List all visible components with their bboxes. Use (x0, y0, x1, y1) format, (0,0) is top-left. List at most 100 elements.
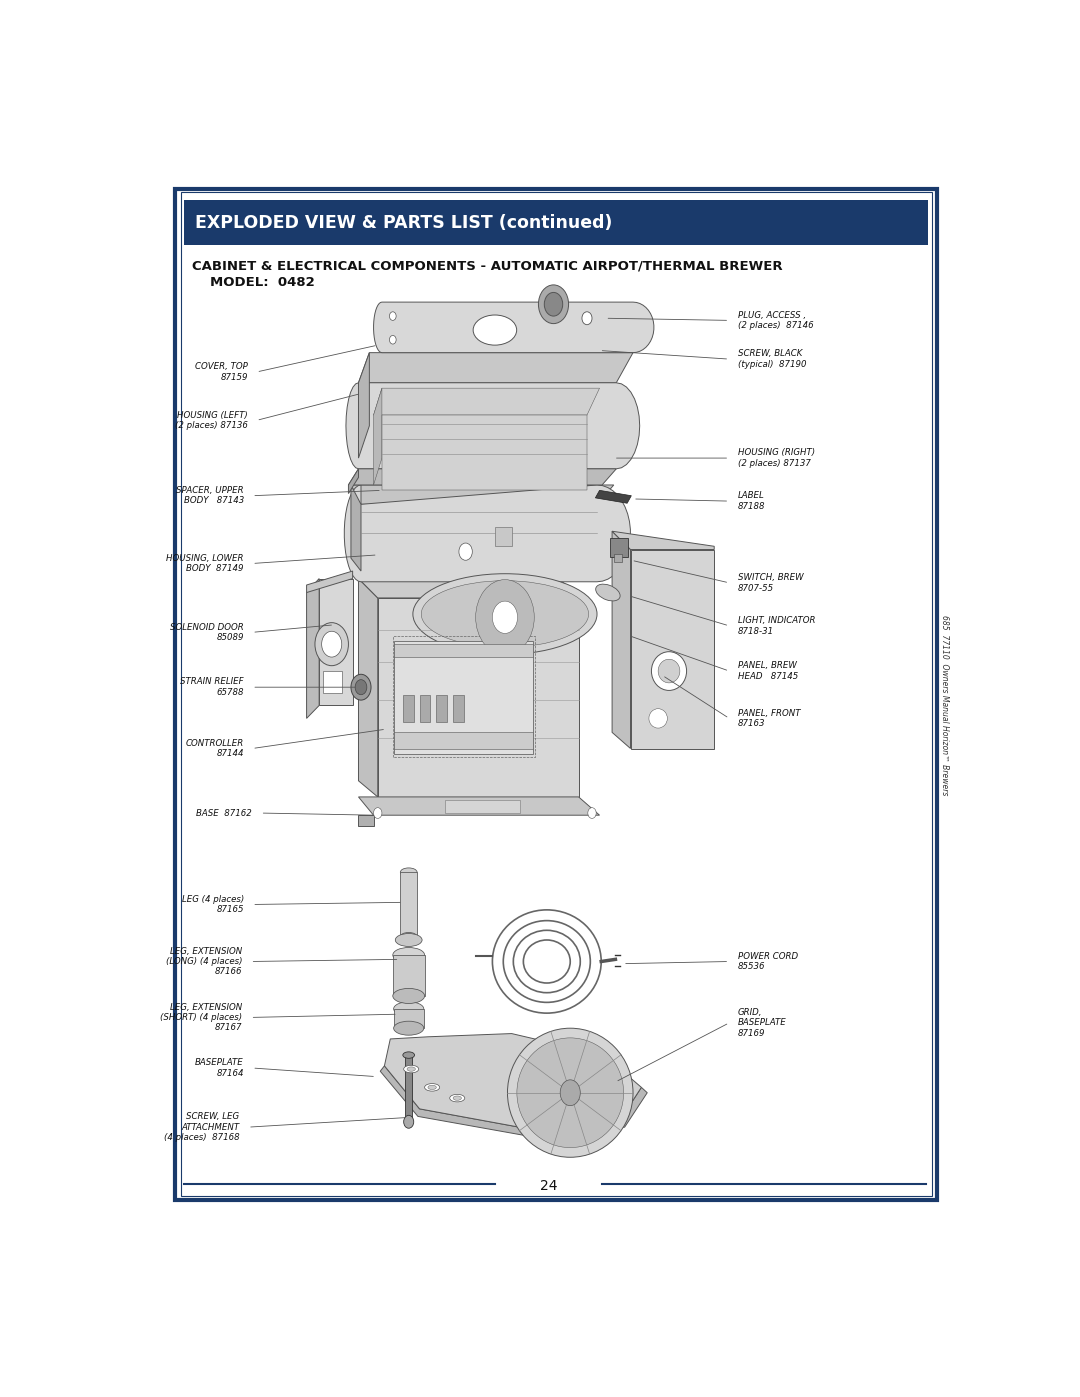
Text: BASE  87162: BASE 87162 (197, 809, 253, 817)
FancyBboxPatch shape (323, 671, 341, 693)
FancyBboxPatch shape (394, 641, 532, 754)
FancyBboxPatch shape (175, 189, 936, 1200)
Polygon shape (374, 302, 653, 352)
Ellipse shape (525, 1073, 540, 1080)
Polygon shape (612, 531, 631, 749)
Ellipse shape (517, 1038, 623, 1147)
Polygon shape (374, 388, 599, 415)
Circle shape (475, 580, 535, 655)
Circle shape (544, 292, 563, 316)
Text: POWER CORD
85536: POWER CORD 85536 (738, 951, 798, 971)
Circle shape (492, 601, 517, 633)
Ellipse shape (454, 1097, 461, 1101)
Polygon shape (359, 796, 599, 816)
Polygon shape (349, 469, 359, 493)
Ellipse shape (401, 868, 417, 876)
Polygon shape (351, 485, 361, 571)
Ellipse shape (649, 708, 667, 728)
Polygon shape (359, 816, 374, 826)
Ellipse shape (428, 1085, 436, 1090)
FancyBboxPatch shape (445, 800, 521, 813)
FancyBboxPatch shape (378, 598, 579, 796)
Ellipse shape (395, 933, 422, 946)
FancyBboxPatch shape (403, 694, 414, 722)
Circle shape (561, 1080, 580, 1105)
Text: LEG, EXTENSION
(LONG) (4 places)
87166: LEG, EXTENSION (LONG) (4 places) 87166 (165, 947, 242, 977)
Ellipse shape (393, 1021, 423, 1035)
Polygon shape (307, 571, 352, 592)
Circle shape (582, 312, 592, 324)
FancyBboxPatch shape (382, 415, 588, 490)
Text: BASEPLATE
87164: BASEPLATE 87164 (195, 1059, 244, 1077)
Polygon shape (384, 1034, 642, 1130)
Polygon shape (359, 578, 579, 598)
Circle shape (404, 1115, 414, 1129)
Text: PANEL, FRONT
87163: PANEL, FRONT 87163 (738, 708, 800, 728)
Polygon shape (349, 469, 617, 485)
Circle shape (351, 675, 372, 700)
Circle shape (374, 807, 382, 819)
Ellipse shape (424, 1084, 440, 1091)
Circle shape (315, 623, 349, 666)
Polygon shape (374, 388, 382, 485)
FancyBboxPatch shape (393, 1009, 423, 1028)
Polygon shape (345, 485, 631, 581)
FancyBboxPatch shape (495, 527, 512, 546)
Ellipse shape (651, 651, 687, 690)
Ellipse shape (596, 584, 620, 601)
Ellipse shape (401, 932, 417, 942)
Text: 24: 24 (540, 1179, 557, 1193)
FancyBboxPatch shape (401, 872, 417, 937)
Circle shape (539, 285, 568, 324)
Text: HOUSING, LOWER
BODY  87149: HOUSING, LOWER BODY 87149 (166, 553, 244, 573)
Text: SCREW, LEG
ATTACHMENT
(4 places)  87168: SCREW, LEG ATTACHMENT (4 places) 87168 (164, 1112, 240, 1143)
FancyBboxPatch shape (394, 644, 532, 657)
Circle shape (390, 335, 396, 344)
Text: PANEL, BREW
HEAD   87145: PANEL, BREW HEAD 87145 (738, 661, 798, 680)
Text: CABINET & ELECTRICAL COMPONENTS - AUTOMATIC AIRPOT/THERMAL BREWER: CABINET & ELECTRICAL COMPONENTS - AUTOMA… (192, 258, 783, 272)
FancyBboxPatch shape (394, 732, 532, 749)
Polygon shape (359, 578, 378, 796)
Polygon shape (359, 352, 633, 383)
Text: LIGHT, INDICATOR
8718-31: LIGHT, INDICATOR 8718-31 (738, 616, 815, 636)
Ellipse shape (403, 1052, 415, 1059)
Text: 685  77110  Owners Manual Horizon™ Brewers: 685 77110 Owners Manual Horizon™ Brewers (940, 615, 949, 796)
Text: LEG (4 places)
87165: LEG (4 places) 87165 (181, 895, 244, 914)
Ellipse shape (413, 574, 597, 654)
Text: SWITCH, BREW
8707-55: SWITCH, BREW 8707-55 (738, 573, 804, 592)
Ellipse shape (528, 1074, 537, 1078)
Polygon shape (612, 531, 714, 549)
Ellipse shape (407, 1067, 416, 1071)
FancyBboxPatch shape (613, 553, 622, 563)
Ellipse shape (658, 659, 680, 683)
Ellipse shape (393, 1002, 423, 1016)
Ellipse shape (404, 1066, 419, 1073)
Text: SOLENOID DOOR
85089: SOLENOID DOOR 85089 (170, 623, 244, 643)
Text: GRID,
BASEPLATE
87169: GRID, BASEPLATE 87169 (738, 1007, 786, 1038)
Text: PLUG, ACCESS ,
(2 places)  87146: PLUG, ACCESS , (2 places) 87146 (738, 310, 813, 330)
FancyBboxPatch shape (609, 538, 627, 557)
Circle shape (322, 631, 341, 657)
Ellipse shape (393, 989, 424, 1003)
Polygon shape (346, 383, 639, 469)
FancyBboxPatch shape (454, 694, 464, 722)
Circle shape (588, 807, 596, 819)
Circle shape (390, 312, 396, 320)
Text: SPACER, UPPER
BODY   87143: SPACER, UPPER BODY 87143 (176, 486, 244, 506)
Polygon shape (307, 578, 320, 718)
Text: CONTROLLER
87144: CONTROLLER 87144 (186, 739, 244, 759)
Ellipse shape (508, 1028, 633, 1157)
Text: SCREW, BLACK
(typical)  87190: SCREW, BLACK (typical) 87190 (738, 349, 806, 369)
FancyBboxPatch shape (436, 694, 447, 722)
FancyBboxPatch shape (184, 200, 929, 244)
Text: LEG, EXTENSION
(SHORT) (4 places)
87167: LEG, EXTENSION (SHORT) (4 places) 87167 (160, 1003, 242, 1032)
Polygon shape (380, 1066, 647, 1139)
FancyBboxPatch shape (405, 1055, 413, 1119)
Circle shape (355, 680, 367, 694)
Ellipse shape (421, 581, 589, 647)
Polygon shape (359, 352, 369, 458)
Polygon shape (351, 485, 613, 504)
FancyBboxPatch shape (631, 549, 714, 749)
Text: HOUSING (LEFT)
(2 places) 87136: HOUSING (LEFT) (2 places) 87136 (175, 411, 248, 430)
Text: MODEL:  0482: MODEL: 0482 (211, 277, 315, 289)
